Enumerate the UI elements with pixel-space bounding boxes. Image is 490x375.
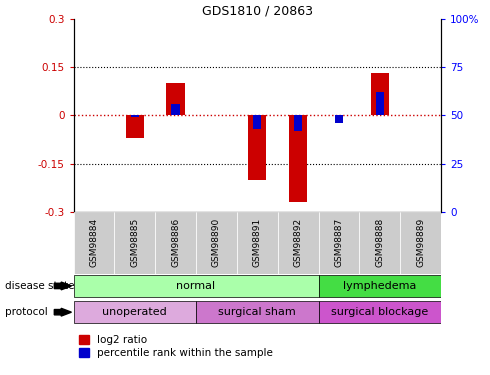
FancyArrow shape: [54, 282, 72, 290]
FancyBboxPatch shape: [155, 212, 196, 274]
Text: GSM98887: GSM98887: [334, 218, 343, 267]
Text: GSM98885: GSM98885: [130, 218, 139, 267]
Text: GSM98889: GSM98889: [416, 218, 425, 267]
Text: normal: normal: [176, 281, 216, 291]
Text: lymphedema: lymphedema: [343, 281, 416, 291]
Text: disease state: disease state: [5, 281, 74, 291]
Bar: [172, 104, 180, 116]
Text: GSM98892: GSM98892: [294, 218, 303, 267]
Bar: [335, 116, 343, 123]
Bar: [370, 74, 389, 116]
Bar: [294, 116, 302, 131]
FancyBboxPatch shape: [400, 212, 441, 274]
FancyBboxPatch shape: [114, 212, 155, 274]
Bar: [253, 116, 261, 129]
Text: GSM98884: GSM98884: [89, 218, 98, 267]
FancyBboxPatch shape: [318, 275, 441, 297]
FancyBboxPatch shape: [74, 301, 196, 323]
FancyBboxPatch shape: [359, 212, 400, 274]
Bar: [289, 116, 307, 202]
FancyBboxPatch shape: [318, 301, 441, 323]
Text: protocol: protocol: [5, 307, 48, 317]
FancyBboxPatch shape: [74, 275, 318, 297]
Bar: [248, 116, 267, 180]
Text: surgical sham: surgical sham: [219, 307, 296, 317]
Legend: log2 ratio, percentile rank within the sample: log2 ratio, percentile rank within the s…: [79, 335, 273, 358]
FancyBboxPatch shape: [318, 212, 359, 274]
Bar: [125, 116, 144, 138]
Text: GSM98886: GSM98886: [171, 218, 180, 267]
Text: surgical blockage: surgical blockage: [331, 307, 428, 317]
FancyArrow shape: [54, 308, 72, 316]
Text: GSM98888: GSM98888: [375, 218, 384, 267]
Text: unoperated: unoperated: [102, 307, 167, 317]
Bar: [376, 92, 384, 116]
Text: GSM98891: GSM98891: [253, 218, 262, 267]
FancyBboxPatch shape: [74, 212, 114, 274]
Bar: [131, 116, 139, 117]
Title: GDS1810 / 20863: GDS1810 / 20863: [202, 4, 313, 18]
FancyBboxPatch shape: [196, 212, 237, 274]
FancyBboxPatch shape: [237, 212, 278, 274]
FancyBboxPatch shape: [196, 301, 318, 323]
Text: GSM98890: GSM98890: [212, 218, 221, 267]
Bar: [167, 83, 185, 116]
FancyBboxPatch shape: [278, 212, 318, 274]
